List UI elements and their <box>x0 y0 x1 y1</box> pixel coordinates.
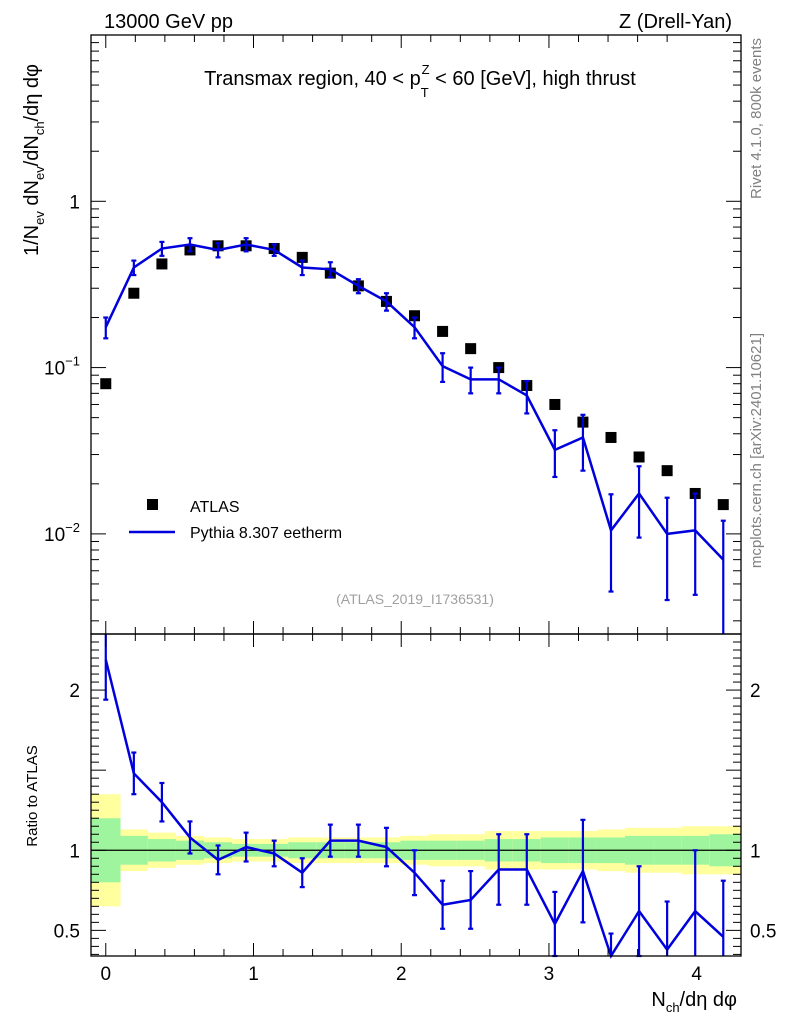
atlas-point <box>156 258 168 270</box>
y-tick-label: 1 <box>69 192 80 213</box>
axis-tick-labels: 0 1 2 3 4 1 10−1 10−2 0.5 0.5 1 1 2 2 <box>44 192 776 985</box>
axis-ticks <box>91 34 741 956</box>
chart-title: Transmax region, 40 < pTZ < 60 [GeV], hi… <box>204 62 636 100</box>
header-left: 13000 GeV pp <box>104 11 233 33</box>
reference-label: (ATLAS_2019_I1736531) <box>336 591 494 607</box>
ratio-tick-label-left: 2 <box>69 681 80 702</box>
ratio-frame <box>90 633 742 957</box>
legend-atlas-label: ATLAS <box>190 499 240 516</box>
legend-atlas-marker <box>147 499 158 510</box>
ratio-tick-label-left: 1 <box>69 841 80 862</box>
y-tick-label: 10−2 <box>44 520 80 546</box>
atlas-data-points <box>100 240 729 511</box>
ratio-tick-label-right: 1 <box>750 841 761 862</box>
atlas-point <box>549 398 561 410</box>
y-tick-label: 10−1 <box>44 354 80 380</box>
atlas-point <box>605 431 617 443</box>
atlas-point <box>128 287 140 299</box>
ratio-pythia-curve <box>103 634 726 959</box>
legend-pythia-label: Pythia 8.307 eetherm <box>190 525 342 542</box>
x-tick-label: 0 <box>100 964 111 985</box>
atlas-point <box>717 499 729 511</box>
main-frame <box>90 34 742 635</box>
ratio-tick-label-right: 0.5 <box>750 921 776 942</box>
rivet-label: Rivet 4.1.0, 800k events <box>748 38 765 199</box>
ratio-line <box>104 659 725 959</box>
ratio-y-axis-label: Ratio to ATLAS <box>24 745 41 846</box>
plot-frames <box>90 34 742 957</box>
mcplots-label: mcplots.cern.ch [arXiv:2401.10621] <box>748 333 765 568</box>
y-axis-label: 1/Nev dNev/dNch/dη dφ <box>21 64 47 256</box>
pythia-curve <box>103 237 726 634</box>
atlas-point <box>465 343 477 355</box>
atlas-point <box>633 451 645 463</box>
atlas-point <box>437 325 449 337</box>
header-right: Z (Drell-Yan) <box>619 11 732 33</box>
atlas-point <box>296 251 308 263</box>
legend: ATLAS Pythia 8.307 eetherm <box>129 499 342 542</box>
x-axis-label: Nch/dη dφ <box>651 989 737 1015</box>
atlas-point <box>409 310 421 322</box>
atlas-point <box>661 465 673 477</box>
ratio-tick-label-right: 2 <box>750 681 761 702</box>
x-tick-label: 4 <box>691 964 702 985</box>
x-tick-label: 3 <box>544 964 555 985</box>
atlas-point <box>100 378 112 390</box>
x-tick-label: 1 <box>248 964 259 985</box>
x-tick-label: 2 <box>396 964 407 985</box>
ratio-tick-label-left: 0.5 <box>54 921 80 942</box>
